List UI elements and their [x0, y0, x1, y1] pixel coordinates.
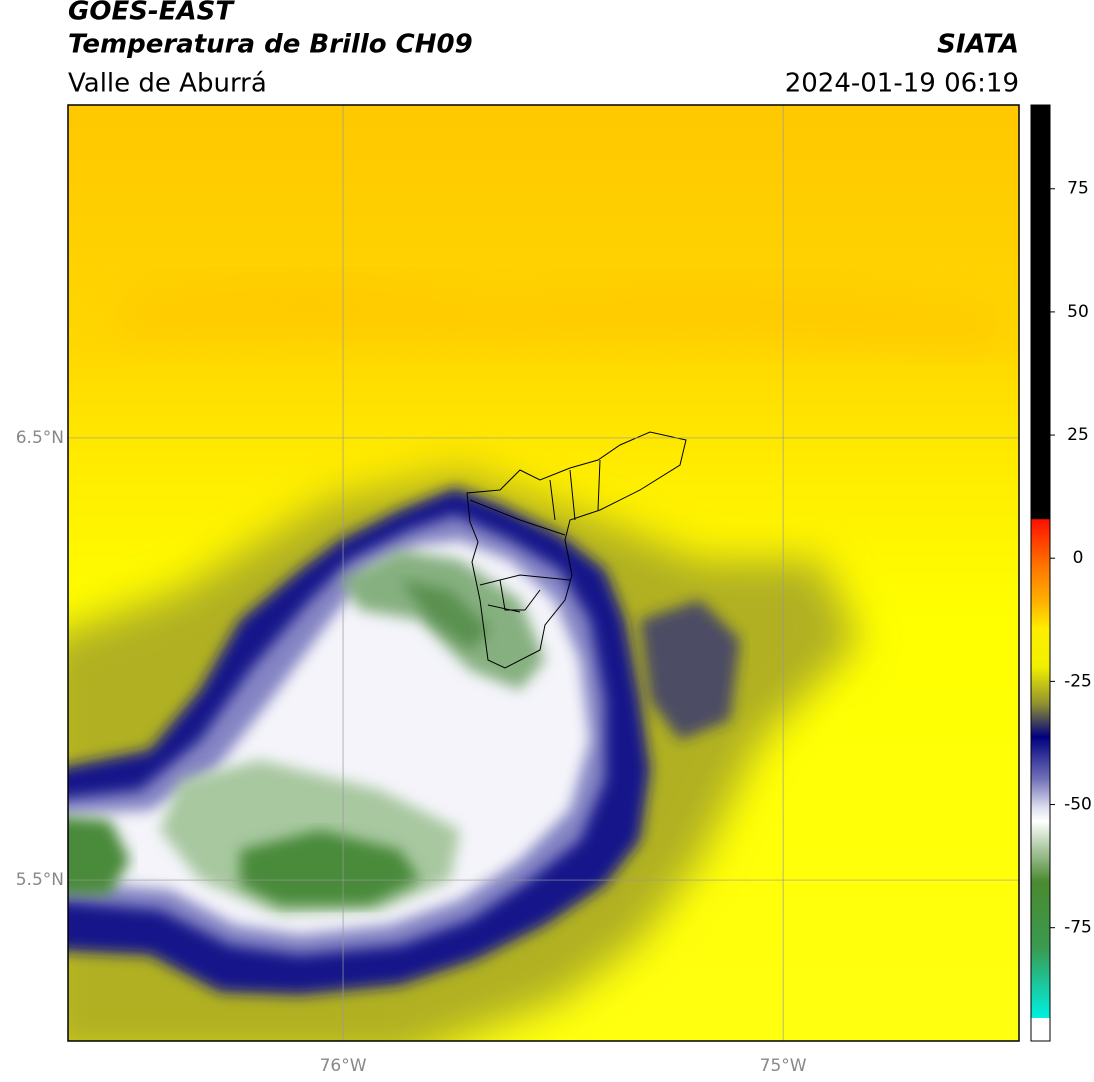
colorbar-tick-label: -75 — [1064, 918, 1092, 938]
colorbar-tick-label: 25 — [1067, 425, 1089, 445]
map-frame — [67, 104, 1020, 1042]
y-tick-label: 5.5°N — [16, 870, 64, 890]
title: GOES-EAST — [68, 0, 235, 27]
colorbar-frame — [1030, 104, 1051, 1042]
x-tick-label: 76°W — [320, 1056, 367, 1076]
colorbar-tick-label: 75 — [1067, 179, 1089, 199]
cloud-green-core — [400, 580, 490, 650]
x-tick-label: 75°W — [760, 1056, 807, 1076]
colorbar-under — [1031, 1018, 1050, 1041]
region: Valle de Aburrá — [68, 69, 267, 99]
warm-band — [120, 280, 1000, 350]
colorbar-tick-label: -25 — [1064, 671, 1092, 691]
cloud-fragment — [640, 600, 740, 740]
y-tick-label: 6.5°N — [16, 428, 64, 448]
colorbar-tick-label: 50 — [1067, 302, 1089, 322]
subtitle: Temperatura de Brillo CH09 — [68, 30, 473, 60]
grid — [68, 105, 1019, 1041]
cloud-green-core — [240, 830, 420, 905]
aburra-boundary — [466, 431, 687, 669]
datetime: 2024-01-19 06:19 — [785, 69, 1019, 99]
colorbar — [1031, 105, 1050, 1041]
boundary-line — [469, 459, 601, 613]
source: SIATA — [937, 30, 1019, 60]
cloud-green-core — [68, 816, 130, 895]
boundary-line — [466, 431, 687, 669]
satellite-image — [68, 105, 1019, 1041]
colorbar-tick-label: 0 — [1073, 548, 1084, 568]
colorbar-tick-label: -50 — [1064, 795, 1092, 815]
